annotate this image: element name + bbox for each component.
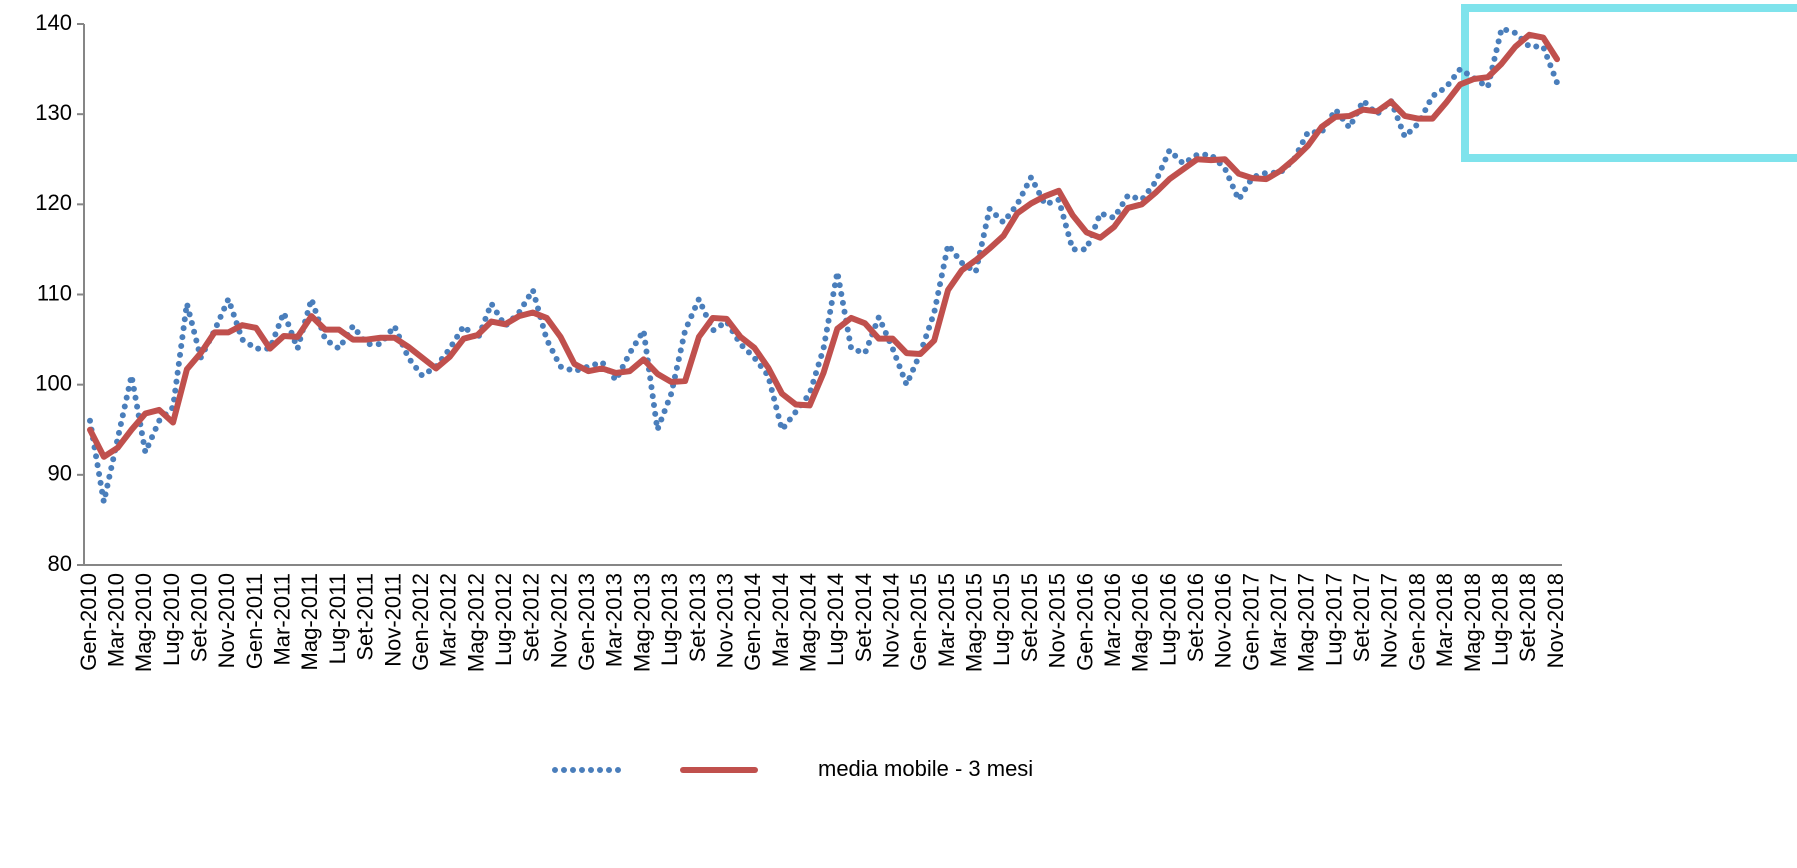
x-tick-label: Lug-2014 [823, 573, 848, 666]
x-tick-label: Mar-2017 [1266, 573, 1291, 667]
x-tick-label: Nov-2016 [1211, 573, 1236, 668]
x-tick-label: Gen-2012 [408, 573, 433, 671]
x-tick-label: Gen-2015 [906, 573, 931, 671]
x-tick-label: Set-2010 [187, 573, 212, 662]
y-tick-label: 120 [35, 190, 72, 215]
x-tick-label: Gen-2010 [76, 573, 101, 671]
x-tick-label: Gen-2014 [740, 573, 765, 671]
x-tick-label: Mar-2011 [270, 573, 295, 666]
x-tick-label: Nov-2014 [879, 573, 904, 668]
x-tick-label: Mag-2011 [297, 573, 322, 670]
x-tick-label: Set-2012 [519, 573, 544, 662]
y-tick-label: 140 [35, 10, 72, 35]
x-tick-label: Gen-2011 [242, 573, 267, 669]
x-tick-label: Lug-2010 [159, 573, 184, 666]
x-tick-label: Mag-2015 [962, 573, 987, 672]
x-tick-label: Mar-2012 [436, 573, 461, 667]
x-tick-label: Mag-2012 [463, 573, 488, 672]
x-tick-label: Gen-2016 [1072, 573, 1097, 671]
x-tick-label: Mar-2015 [934, 573, 959, 667]
x-tick-label: Nov-2017 [1377, 573, 1402, 668]
x-tick-label: Gen-2017 [1238, 573, 1263, 671]
x-tick-label: Lug-2018 [1487, 573, 1512, 666]
x-tick-label: Mar-2013 [602, 573, 627, 667]
x-tick-label: Mag-2018 [1460, 573, 1485, 672]
x-tick-label: Mar-2016 [1100, 573, 1125, 667]
x-tick-label: Nov-2012 [546, 573, 571, 668]
series-line [87, 24, 1560, 503]
x-tick-label: Nov-2013 [712, 573, 737, 668]
y-tick-label: 130 [35, 100, 72, 125]
x-tick-label: Mag-2016 [1128, 573, 1153, 672]
x-tick-label: Gen-2018 [1404, 573, 1429, 671]
x-tick-label: Set-2017 [1349, 573, 1374, 662]
x-tick-label: Set-2015 [1017, 573, 1042, 662]
x-tick-label: Mag-2014 [795, 573, 820, 672]
x-tick-label: Set-2016 [1183, 573, 1208, 662]
y-tick-label: 100 [35, 370, 72, 395]
x-tick-label: Mar-2018 [1432, 573, 1457, 667]
legend-label: media mobile - 3 mesi [818, 756, 1033, 781]
x-tick-label: Gen-2013 [574, 573, 599, 671]
series-line [87, 31, 1560, 460]
x-tick-label: Lug-2017 [1321, 573, 1346, 666]
x-tick-label: Set-2014 [851, 573, 876, 662]
x-tick-label: Mar-2010 [103, 573, 128, 667]
x-tick-label: Nov-2018 [1543, 573, 1568, 668]
x-tick-label: Mag-2017 [1294, 573, 1319, 672]
y-tick-label: 110 [37, 280, 72, 305]
x-tick-label: Mag-2010 [131, 573, 156, 672]
x-tick-label: Lug-2011 [325, 573, 350, 664]
x-tick-label: Nov-2011 [380, 573, 405, 667]
x-tick-label: Mag-2013 [629, 573, 654, 672]
y-tick-label: 90 [48, 461, 72, 486]
x-tick-label: Lug-2015 [989, 573, 1014, 666]
x-tick-label: Lug-2013 [657, 573, 682, 666]
x-tick-label: Set-2018 [1515, 573, 1540, 662]
x-tick-label: Nov-2010 [214, 573, 239, 668]
x-tick-label: Mar-2014 [768, 573, 793, 667]
x-tick-label: Set-2011 [353, 573, 378, 661]
x-tick-label: Nov-2015 [1045, 573, 1070, 668]
y-tick-label: 80 [48, 551, 72, 576]
x-tick-label: Lug-2012 [491, 573, 516, 666]
x-tick-label: Lug-2016 [1155, 573, 1180, 666]
x-tick-label: Set-2013 [685, 573, 710, 662]
